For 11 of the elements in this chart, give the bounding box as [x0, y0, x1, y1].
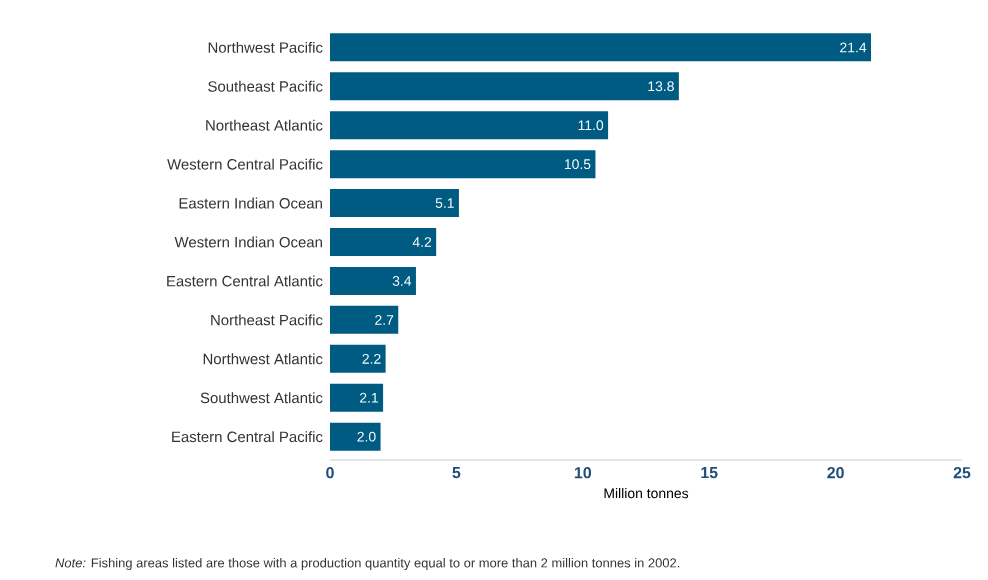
- bar: [330, 72, 679, 101]
- bar: [330, 383, 384, 412]
- bar: [330, 189, 459, 218]
- bar: [330, 266, 416, 295]
- bar: [330, 344, 386, 373]
- bar: [330, 228, 437, 256]
- bar: [330, 111, 609, 140]
- bar: [330, 305, 399, 334]
- bar: [330, 422, 381, 451]
- bar: [330, 33, 871, 62]
- bar: [330, 150, 596, 179]
